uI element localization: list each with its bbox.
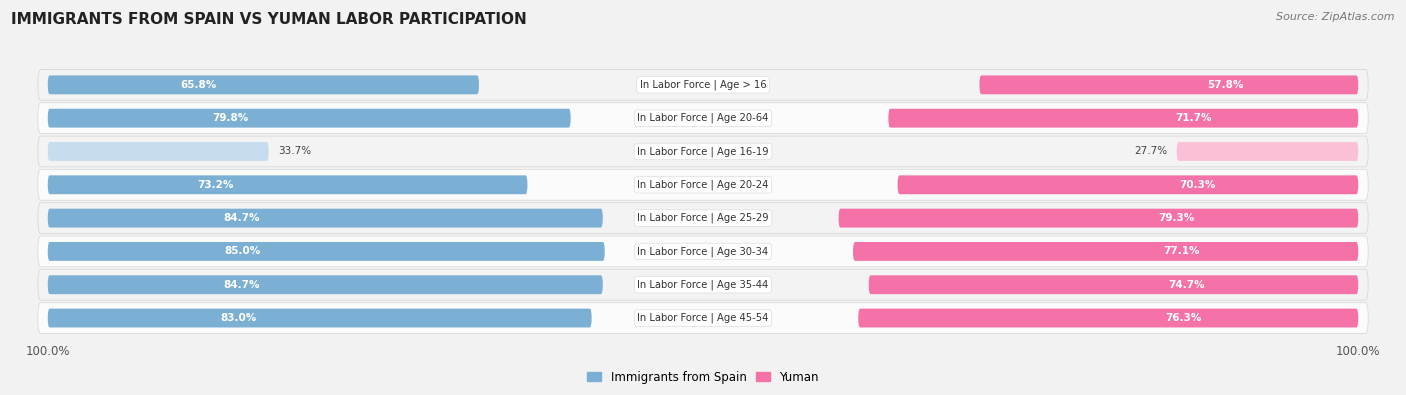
- Text: 27.7%: 27.7%: [1133, 147, 1167, 156]
- Text: In Labor Force | Age 25-29: In Labor Force | Age 25-29: [637, 213, 769, 223]
- FancyBboxPatch shape: [38, 236, 1368, 267]
- FancyBboxPatch shape: [38, 136, 1368, 167]
- Text: 57.8%: 57.8%: [1208, 80, 1244, 90]
- Text: 70.3%: 70.3%: [1178, 180, 1215, 190]
- Text: 77.1%: 77.1%: [1163, 246, 1199, 256]
- Text: 73.2%: 73.2%: [197, 180, 233, 190]
- FancyBboxPatch shape: [38, 236, 1368, 267]
- Text: In Labor Force | Age 30-34: In Labor Force | Age 30-34: [637, 246, 769, 257]
- Text: 83.0%: 83.0%: [219, 313, 256, 323]
- FancyBboxPatch shape: [38, 203, 1368, 233]
- FancyBboxPatch shape: [38, 269, 1368, 300]
- FancyBboxPatch shape: [889, 109, 1358, 128]
- Text: 33.7%: 33.7%: [278, 147, 312, 156]
- FancyBboxPatch shape: [858, 308, 1358, 327]
- FancyBboxPatch shape: [48, 275, 603, 294]
- FancyBboxPatch shape: [38, 269, 1368, 300]
- FancyBboxPatch shape: [980, 75, 1358, 94]
- FancyBboxPatch shape: [48, 175, 527, 194]
- Text: In Labor Force | Age 20-64: In Labor Force | Age 20-64: [637, 113, 769, 123]
- FancyBboxPatch shape: [838, 209, 1358, 228]
- FancyBboxPatch shape: [38, 303, 1368, 333]
- Text: 74.7%: 74.7%: [1168, 280, 1205, 290]
- FancyBboxPatch shape: [38, 136, 1368, 167]
- Text: 79.8%: 79.8%: [212, 113, 249, 123]
- Text: In Labor Force | Age 16-19: In Labor Force | Age 16-19: [637, 146, 769, 157]
- FancyBboxPatch shape: [38, 303, 1368, 333]
- FancyBboxPatch shape: [48, 142, 269, 161]
- FancyBboxPatch shape: [38, 169, 1368, 200]
- Text: Source: ZipAtlas.com: Source: ZipAtlas.com: [1277, 12, 1395, 22]
- FancyBboxPatch shape: [38, 70, 1368, 100]
- FancyBboxPatch shape: [38, 103, 1368, 134]
- FancyBboxPatch shape: [38, 203, 1368, 233]
- Legend: Immigrants from Spain, Yuman: Immigrants from Spain, Yuman: [586, 371, 820, 384]
- Text: In Labor Force | Age 35-44: In Labor Force | Age 35-44: [637, 280, 769, 290]
- FancyBboxPatch shape: [48, 242, 605, 261]
- Text: 84.7%: 84.7%: [224, 280, 260, 290]
- Text: 79.3%: 79.3%: [1159, 213, 1195, 223]
- FancyBboxPatch shape: [869, 275, 1358, 294]
- Text: 65.8%: 65.8%: [180, 80, 217, 90]
- FancyBboxPatch shape: [38, 70, 1368, 100]
- Text: 76.3%: 76.3%: [1166, 313, 1202, 323]
- Text: In Labor Force | Age > 16: In Labor Force | Age > 16: [640, 80, 766, 90]
- Text: 85.0%: 85.0%: [225, 246, 262, 256]
- Text: IMMIGRANTS FROM SPAIN VS YUMAN LABOR PARTICIPATION: IMMIGRANTS FROM SPAIN VS YUMAN LABOR PAR…: [11, 12, 527, 27]
- FancyBboxPatch shape: [38, 103, 1368, 134]
- FancyBboxPatch shape: [897, 175, 1358, 194]
- Text: In Labor Force | Age 20-24: In Labor Force | Age 20-24: [637, 180, 769, 190]
- FancyBboxPatch shape: [38, 169, 1368, 200]
- Text: In Labor Force | Age 45-54: In Labor Force | Age 45-54: [637, 313, 769, 323]
- FancyBboxPatch shape: [1177, 142, 1358, 161]
- FancyBboxPatch shape: [48, 75, 479, 94]
- Text: 71.7%: 71.7%: [1175, 113, 1212, 123]
- FancyBboxPatch shape: [48, 308, 592, 327]
- FancyBboxPatch shape: [48, 109, 571, 128]
- FancyBboxPatch shape: [48, 209, 603, 228]
- FancyBboxPatch shape: [853, 242, 1358, 261]
- Text: 84.7%: 84.7%: [224, 213, 260, 223]
